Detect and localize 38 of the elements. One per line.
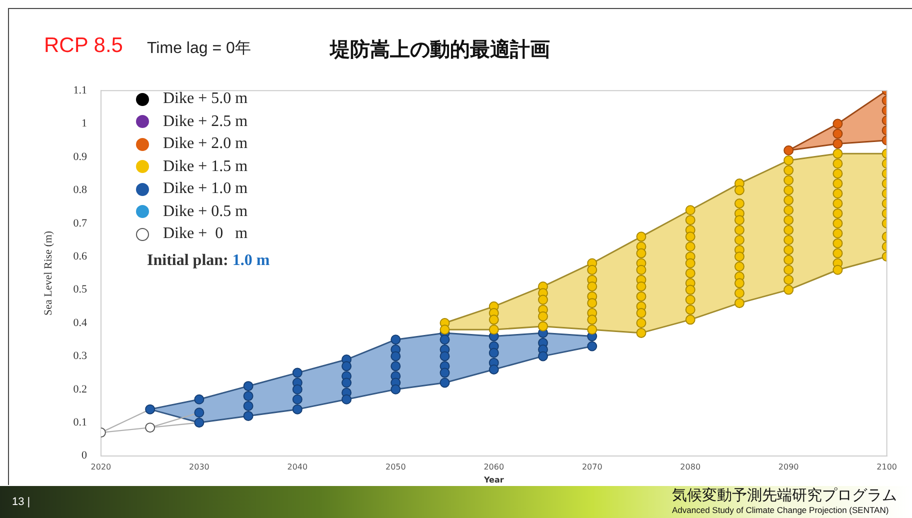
x-tick-label: 2030 — [189, 462, 210, 472]
y-tick-label: 1 — [81, 118, 87, 130]
x-axis-title: Year — [482, 475, 504, 484]
y-tick-label: 0.3 — [73, 350, 88, 362]
legend-label: Dike + 0.5 m — [163, 202, 248, 221]
x-tick-label: 2070 — [582, 462, 602, 472]
x-tick-label: 2060 — [484, 462, 504, 472]
x-tick-label: 2080 — [680, 462, 701, 472]
text: Advanced Study of Climate Change Projection (SENTAN) — [672, 505, 889, 515]
text: 気候変動予測先端研究プログラム — [672, 486, 897, 505]
legend-label: Dike + 1.0 m — [163, 180, 248, 198]
y-tick-label: 0.9 — [73, 150, 88, 163]
y-tick-label: 0.6 — [73, 250, 88, 262]
y-tick-label: 0.1 — [73, 416, 87, 428]
y-tick-label: 0.4 — [73, 316, 88, 329]
y-tick-label: 0.7 — [73, 217, 88, 230]
y-tick-label: 0.8 — [73, 184, 88, 196]
legend-label: Dike + 2.5 m — [163, 112, 248, 131]
text: RCP 8.5 — [44, 34, 123, 58]
legend-label: Dike + 0 m — [163, 225, 248, 244]
annotation: Initial plan: — [147, 252, 228, 269]
legend-label: Dike + 5.0 m — [163, 90, 248, 108]
chart-subtitle: Time lag = 0年 — [147, 39, 251, 59]
text: 13 | — [12, 496, 30, 508]
x-tick-label: 2020 — [90, 462, 112, 472]
y-axis-title: Sea Level Rise (m) — [42, 230, 54, 316]
annotation: 1.0 m — [232, 252, 270, 269]
chart-title: 堤防嵩上の動的最適計画 — [330, 36, 550, 63]
legend-label: Dike + 1.5 m — [163, 158, 248, 176]
legend-label: Dike + 2.0 m — [163, 135, 248, 154]
x-tick-label: 2050 — [385, 462, 406, 472]
y-tick-label: 1.1 — [73, 84, 87, 96]
y-tick-label: 0.5 — [73, 284, 88, 296]
x-tick-label: 2040 — [287, 462, 308, 472]
x-tick-label: 2090 — [778, 462, 799, 472]
y-tick-label: 0 — [81, 450, 88, 462]
x-tick-label: 2100 — [876, 462, 897, 472]
y-tick-label: 0.2 — [73, 383, 87, 396]
